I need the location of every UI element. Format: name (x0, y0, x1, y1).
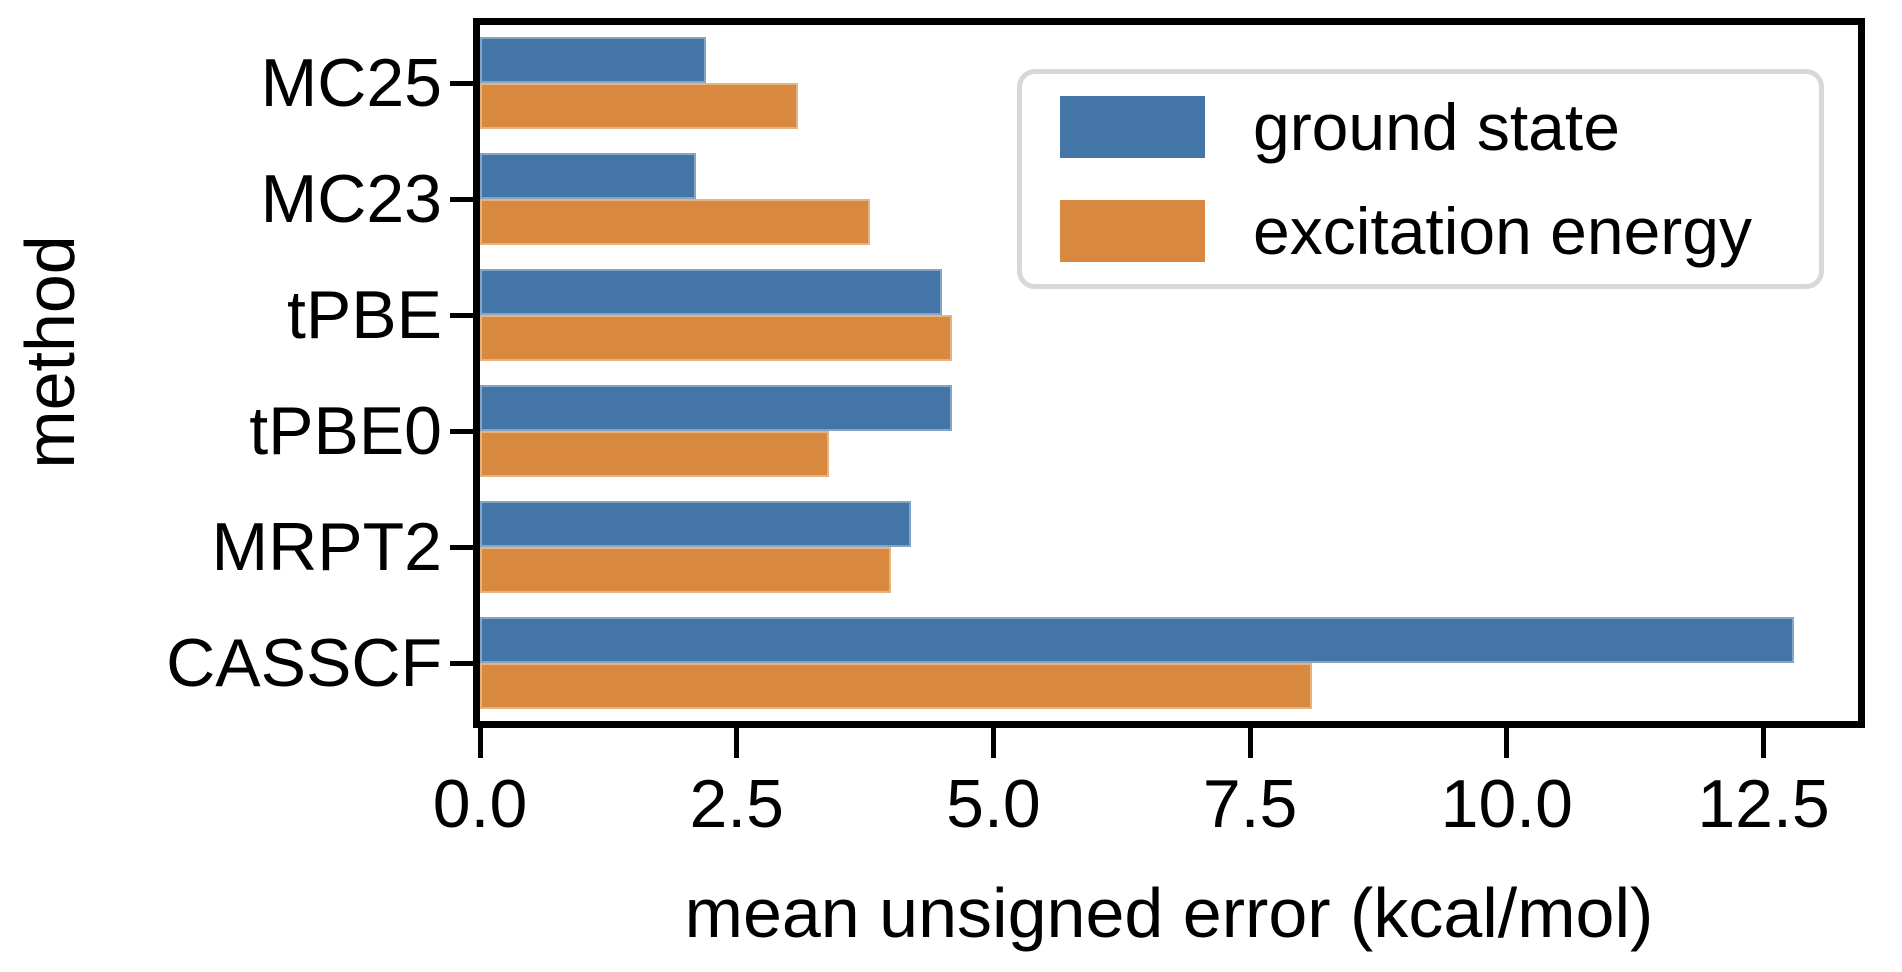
legend-item-excitation-energy: excitation energy (1060, 196, 1819, 266)
bar-mc23-excitation-energy (480, 199, 871, 246)
x-axis-label: mean unsigned error (kcal/mol) (684, 874, 1654, 952)
x-tick-0.0 (477, 728, 483, 758)
y-tick-tpbe0 (450, 428, 478, 434)
bar-tpbe-excitation-energy (480, 315, 953, 362)
x-tick-12.5 (1761, 728, 1767, 758)
bar-casscf-excitation-energy (480, 663, 1312, 710)
y-tick-mrpt2 (450, 544, 478, 550)
x-tick-10.0 (1504, 728, 1510, 758)
legend-swatch-ground-state (1060, 96, 1205, 158)
legend: ground state excitation energy (1017, 69, 1824, 289)
legend-swatch-excitation-energy (1060, 200, 1205, 262)
legend-label-excitation-energy: excitation energy (1253, 194, 1752, 268)
x-tick-label-12.5: 12.5 (1697, 766, 1830, 842)
y-tick-mc25 (450, 80, 478, 86)
bar-mc25-excitation-energy (480, 83, 799, 130)
y-tick-label-mc23: MC23 (260, 161, 442, 237)
bar-tpbe-ground-state (480, 268, 943, 315)
legend-item-ground-state: ground state (1060, 92, 1819, 162)
bar-mrpt2-ground-state (480, 500, 912, 547)
y-tick-label-mrpt2: MRPT2 (211, 509, 442, 585)
y-tick-casscf (450, 660, 478, 666)
y-tick-tpbe (450, 312, 478, 318)
x-tick-label-7.5: 7.5 (1202, 766, 1298, 842)
y-tick-label-tpbe0: tPBE0 (249, 393, 442, 469)
y-tick-label-casscf: CASSCF (166, 625, 442, 701)
y-tick-label-mc25: MC25 (260, 45, 442, 121)
x-tick-label-0.0: 0.0 (432, 766, 528, 842)
bar-tpbe0-ground-state (480, 384, 953, 431)
legend-label-ground-state: ground state (1253, 90, 1620, 164)
bar-mc23-ground-state (480, 152, 696, 199)
bar-mc25-ground-state (480, 36, 706, 83)
x-tick-2.5 (734, 728, 740, 758)
bar-tpbe0-excitation-energy (480, 431, 830, 478)
x-tick-label-2.5: 2.5 (689, 766, 784, 842)
x-tick-7.5 (1247, 728, 1253, 758)
x-tick-label-5.0: 5.0 (946, 766, 1041, 842)
x-tick-label-10.0: 10.0 (1440, 766, 1573, 842)
x-tick-5.0 (990, 728, 996, 758)
bar-mrpt2-excitation-energy (480, 547, 891, 594)
y-tick-label-tpbe: tPBE (287, 277, 442, 353)
bar-casscf-ground-state (480, 616, 1795, 663)
y-tick-mc23 (450, 196, 478, 202)
